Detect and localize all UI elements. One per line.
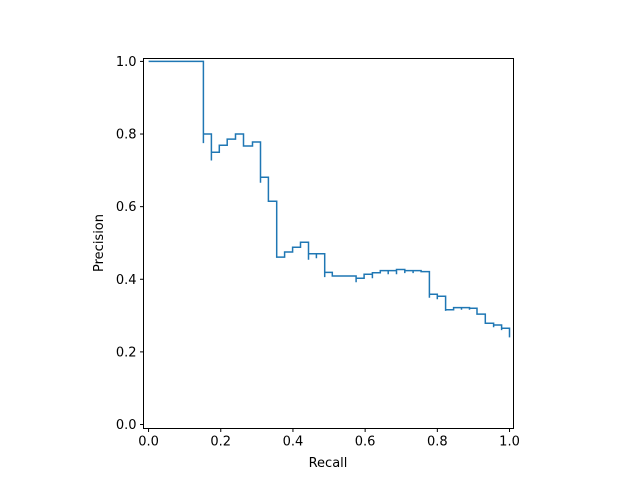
x-tick-label: 0.8 bbox=[427, 435, 448, 450]
y-tick-label: 0.6 bbox=[116, 200, 137, 215]
axes-frame bbox=[143, 58, 514, 429]
y-tick-label: 0.0 bbox=[116, 418, 137, 433]
y-tick-label: 0.2 bbox=[116, 345, 137, 360]
y-axis-label: Precision bbox=[92, 214, 107, 272]
y-tick-label: 0.8 bbox=[116, 128, 137, 143]
x-tick-label: 0.6 bbox=[355, 435, 376, 450]
x-tick-label: 1.0 bbox=[499, 435, 520, 450]
axis-ticks: 0.0 0.2 0.4 0.6 0.8 1.0 0.0 0.2 0.4 0.6 0.8 1.0 bbox=[116, 55, 520, 450]
pr-curve-line bbox=[148, 60, 511, 338]
y-tick-label: 1.0 bbox=[116, 55, 137, 70]
x-tick-label: 0.4 bbox=[283, 435, 304, 450]
x-axis-label: Recall bbox=[309, 456, 348, 471]
x-tick-label: 0.0 bbox=[138, 435, 159, 450]
x-tick-label: 0.2 bbox=[210, 435, 231, 450]
y-tick-label: 0.4 bbox=[116, 273, 137, 288]
